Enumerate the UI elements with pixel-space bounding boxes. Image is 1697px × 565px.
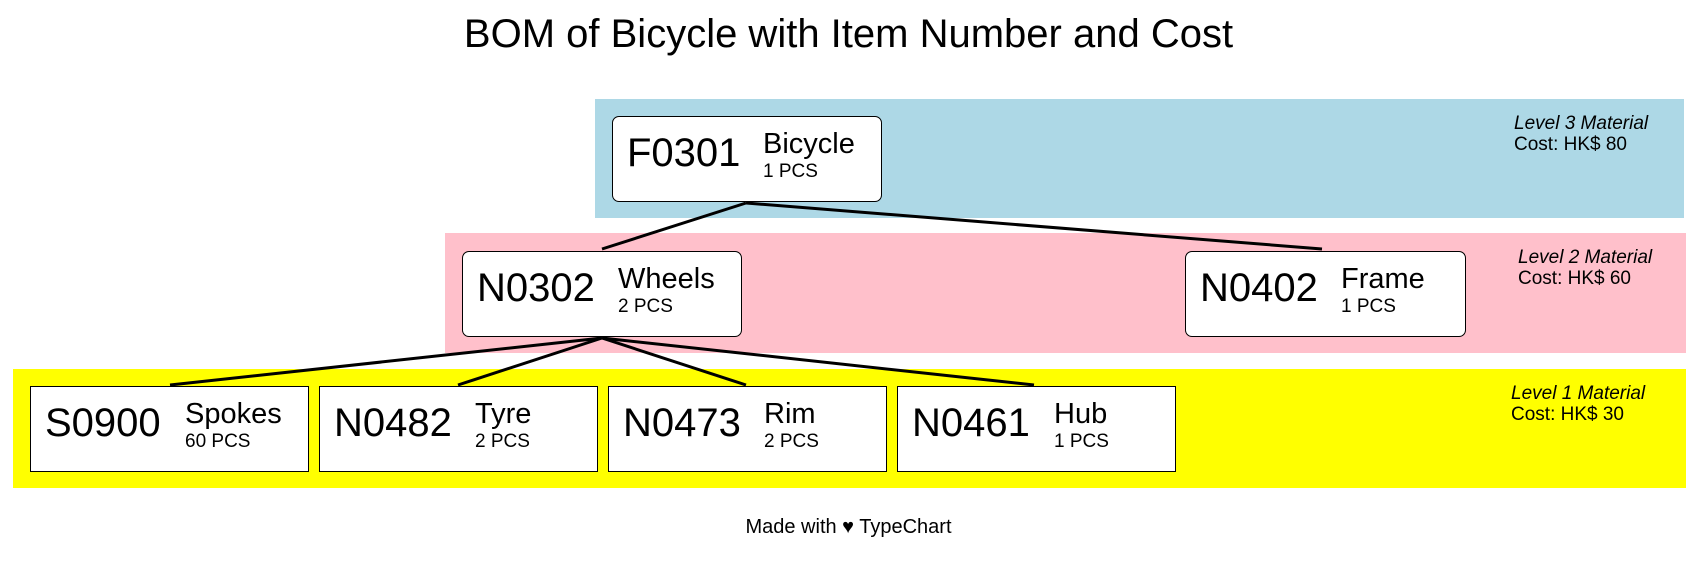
link-wheels-rim xyxy=(601,336,747,387)
item-name: Hub xyxy=(1054,398,1108,430)
item-number: N0461 xyxy=(912,401,1030,445)
item-quantity: 1 PCS xyxy=(1054,431,1109,452)
item-number: N0482 xyxy=(334,401,452,445)
link-wheels-hub xyxy=(601,336,1035,387)
item-number: S0900 xyxy=(45,401,161,445)
band-note-level-1: Level 1 Material Cost: HK$ 30 xyxy=(1511,383,1645,425)
link-bicycle-frame xyxy=(745,201,1323,251)
level-3-label: Level 3 Material xyxy=(1514,113,1649,134)
link-bicycle-wheels xyxy=(601,201,747,251)
level-3-cost: Cost: HK$ 80 xyxy=(1514,134,1627,155)
bom-node-wheels: N0302 Wheels 2 PCS xyxy=(462,251,742,337)
item-number: N0402 xyxy=(1200,266,1318,310)
band-note-level-2: Level 2 Material Cost: HK$ 60 xyxy=(1518,247,1652,289)
level-1-cost: Cost: HK$ 30 xyxy=(1511,404,1624,425)
level-1-label: Level 1 Material xyxy=(1511,383,1646,404)
bom-node-bicycle: F0301 Bicycle 1 PCS xyxy=(612,116,882,202)
bom-node-spokes: S0900 Spokes 60 PCS xyxy=(30,386,309,472)
bom-node-tyre: N0482 Tyre 2 PCS xyxy=(319,386,598,472)
item-number: N0302 xyxy=(477,266,595,310)
item-name: Frame xyxy=(1341,263,1425,295)
bom-node-rim: N0473 Rim 2 PCS xyxy=(608,386,887,472)
footer-credit[interactable]: Made with ♥ TypeChart xyxy=(745,516,952,538)
item-name: Spokes xyxy=(185,398,282,430)
item-number: F0301 xyxy=(627,131,741,175)
level-2-cost: Cost: HK$ 60 xyxy=(1518,268,1631,289)
link-wheels-tyre xyxy=(457,336,603,387)
item-number: N0473 xyxy=(623,401,741,445)
item-quantity: 2 PCS xyxy=(764,431,819,452)
bom-node-hub: N0461 Hub 1 PCS xyxy=(897,386,1176,472)
band-note-level-3: Level 3 Material Cost: HK$ 80 xyxy=(1514,113,1648,155)
bom-node-frame: N0402 Frame 1 PCS xyxy=(1185,251,1466,337)
item-name: Tyre xyxy=(475,398,532,430)
item-quantity: 2 PCS xyxy=(618,296,673,317)
level-2-label: Level 2 Material xyxy=(1518,247,1653,268)
item-name: Bicycle xyxy=(763,128,855,160)
item-quantity: 60 PCS xyxy=(185,431,251,452)
item-name: Wheels xyxy=(618,263,715,295)
item-name: Rim xyxy=(764,398,816,430)
item-quantity: 1 PCS xyxy=(763,161,818,182)
item-quantity: 1 PCS xyxy=(1341,296,1396,317)
diagram-title: BOM of Bicycle with Item Number and Cost xyxy=(463,12,1234,56)
item-quantity: 2 PCS xyxy=(475,431,530,452)
link-wheels-spokes xyxy=(169,336,603,387)
